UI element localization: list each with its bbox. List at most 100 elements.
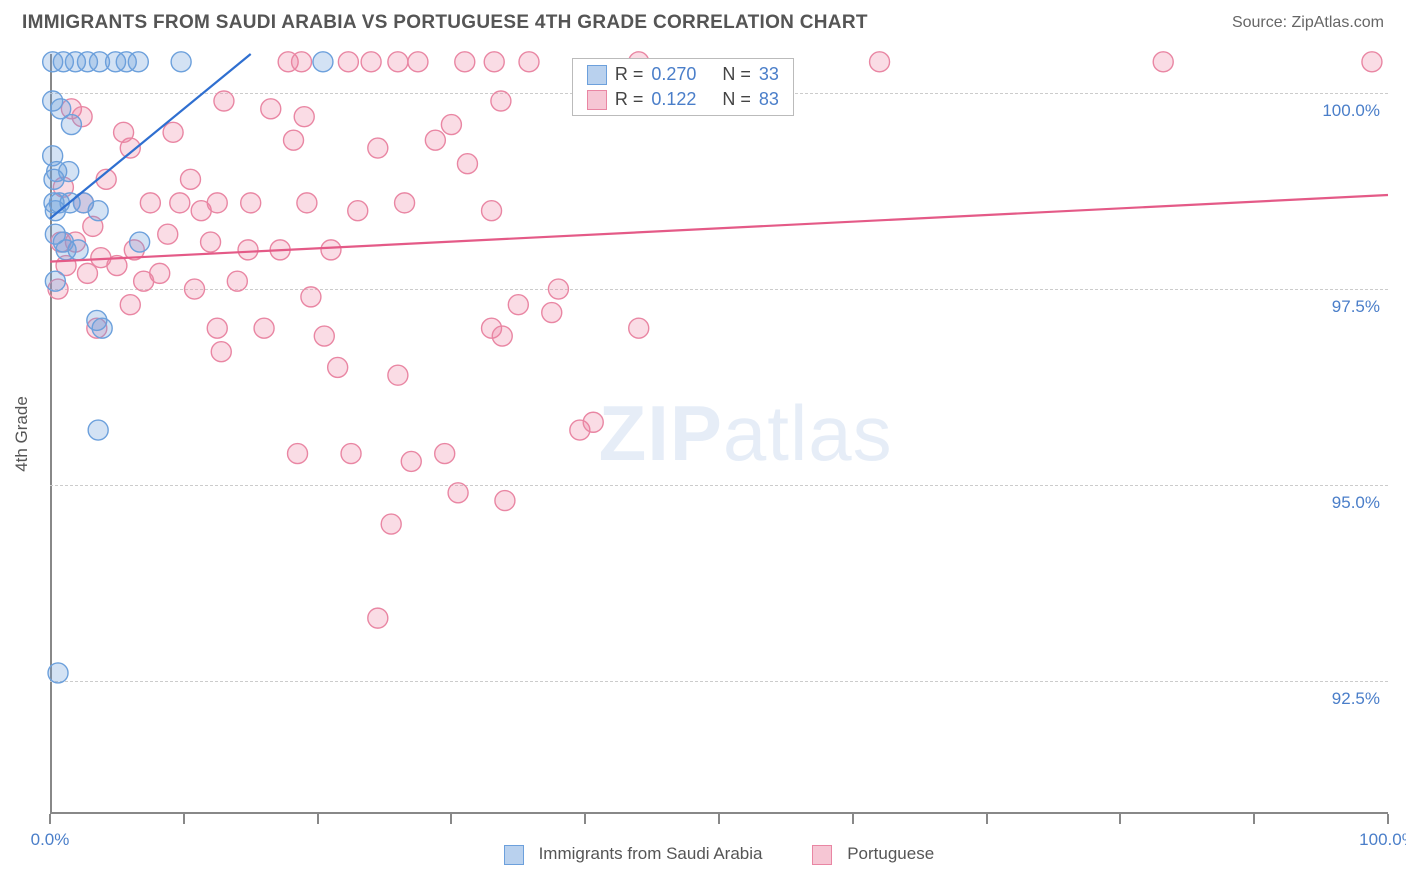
- point-b: [207, 318, 227, 338]
- x-tick: [584, 814, 586, 824]
- point-b: [301, 287, 321, 307]
- point-b: [321, 240, 341, 260]
- stats-row-a: R = 0.270 N = 33: [573, 62, 793, 87]
- point-a: [171, 52, 191, 72]
- point-b: [1153, 52, 1173, 72]
- point-a: [88, 201, 108, 221]
- point-b: [484, 52, 504, 72]
- x-tick: [1387, 814, 1389, 824]
- stats-legend-box: R = 0.270 N = 33 R = 0.122 N = 83: [572, 58, 794, 116]
- point-b: [348, 201, 368, 221]
- point-b: [870, 52, 890, 72]
- point-b: [294, 107, 314, 127]
- n-value-b: 83: [759, 89, 779, 110]
- point-b: [288, 444, 308, 464]
- point-b: [341, 444, 361, 464]
- point-b: [180, 169, 200, 189]
- x-tick: [718, 814, 720, 824]
- swatch-series-a: [587, 65, 607, 85]
- point-b: [338, 52, 358, 72]
- point-b: [201, 232, 221, 252]
- point-b: [455, 52, 475, 72]
- point-b: [254, 318, 274, 338]
- point-b: [134, 271, 154, 291]
- point-b: [361, 52, 381, 72]
- legend-swatch-b: [812, 845, 832, 865]
- point-a: [45, 271, 65, 291]
- point-b: [435, 444, 455, 464]
- x-tick: [317, 814, 319, 824]
- legend-item-b: Portuguese: [812, 844, 934, 865]
- x-tick: [450, 814, 452, 824]
- point-b: [542, 303, 562, 323]
- point-b: [448, 483, 468, 503]
- point-a: [88, 420, 108, 440]
- plot-area: 4th Grade 92.5%95.0%97.5%100.0% ZIPatlas…: [50, 54, 1388, 814]
- point-a: [92, 318, 112, 338]
- point-a: [313, 52, 333, 72]
- r-value-a: 0.270: [651, 64, 696, 85]
- chart-title: IMMIGRANTS FROM SAUDI ARABIA VS PORTUGUE…: [22, 12, 868, 34]
- point-b: [381, 514, 401, 534]
- point-b: [441, 115, 461, 135]
- point-a: [61, 115, 81, 135]
- source-label: Source: ZipAtlas.com: [1232, 14, 1384, 32]
- point-b: [77, 263, 97, 283]
- point-b: [211, 342, 231, 362]
- point-b: [492, 326, 512, 346]
- n-label: N =: [722, 64, 751, 85]
- x-tick: [183, 814, 185, 824]
- point-b: [401, 451, 421, 471]
- point-b: [328, 357, 348, 377]
- point-b: [1362, 52, 1382, 72]
- point-b: [207, 193, 227, 213]
- point-b: [214, 91, 234, 111]
- point-b: [314, 326, 334, 346]
- point-b: [238, 240, 258, 260]
- point-b: [508, 295, 528, 315]
- point-b: [583, 412, 603, 432]
- x-tick: [852, 814, 854, 824]
- point-b: [284, 130, 304, 150]
- point-b: [297, 193, 317, 213]
- x-tick: [49, 814, 51, 824]
- point-b: [548, 279, 568, 299]
- point-b: [368, 138, 388, 158]
- r-label: R =: [615, 64, 644, 85]
- point-b: [261, 99, 281, 119]
- point-b: [163, 122, 183, 142]
- point-b: [495, 491, 515, 511]
- point-b: [120, 295, 140, 315]
- legend-swatch-a: [504, 845, 524, 865]
- bottom-legend: Immigrants from Saudi Arabia Portuguese: [50, 844, 1388, 865]
- point-b: [227, 271, 247, 291]
- point-b: [408, 52, 428, 72]
- point-a: [48, 663, 68, 683]
- point-b: [388, 365, 408, 385]
- point-a: [130, 232, 150, 252]
- legend-label-a: Immigrants from Saudi Arabia: [539, 844, 763, 863]
- point-b: [388, 52, 408, 72]
- x-tick: [986, 814, 988, 824]
- point-b: [114, 122, 134, 142]
- point-a: [59, 162, 79, 182]
- point-b: [170, 193, 190, 213]
- chart-svg: [50, 54, 1388, 814]
- point-b: [629, 318, 649, 338]
- point-b: [482, 201, 502, 221]
- r-value-b: 0.122: [651, 89, 696, 110]
- point-a: [68, 240, 88, 260]
- point-b: [158, 224, 178, 244]
- n-label: N =: [722, 89, 751, 110]
- point-b: [368, 608, 388, 628]
- stats-row-b: R = 0.122 N = 83: [573, 87, 793, 112]
- point-b: [241, 193, 261, 213]
- legend-label-b: Portuguese: [847, 844, 934, 863]
- point-b: [292, 52, 312, 72]
- point-b: [519, 52, 539, 72]
- legend-item-a: Immigrants from Saudi Arabia: [504, 844, 763, 865]
- point-b: [491, 91, 511, 111]
- y-axis-label: 4th Grade: [12, 396, 32, 472]
- x-tick: [1119, 814, 1121, 824]
- point-b: [457, 154, 477, 174]
